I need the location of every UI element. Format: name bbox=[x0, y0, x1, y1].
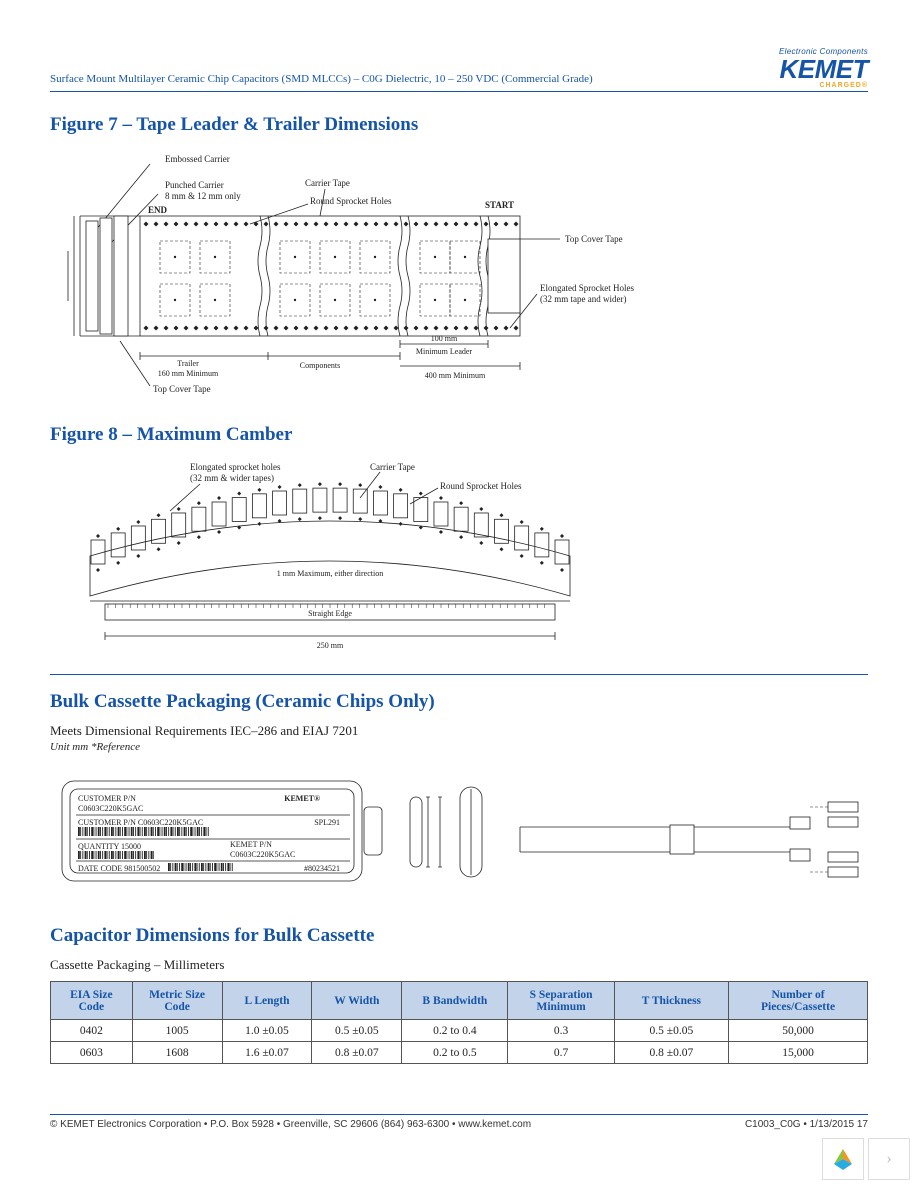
brand-logo: Electronic Components KEMET CHARGED® bbox=[779, 48, 868, 89]
table-cell: 1.6 ±0.07 bbox=[222, 1042, 312, 1064]
bulk-title: Bulk Cassette Packaging (Ceramic Chips O… bbox=[50, 691, 868, 713]
cassette-date: DATE CODE 981500502 bbox=[78, 864, 160, 873]
fig7-start-label: START bbox=[485, 200, 514, 210]
cassette-kemet-pn: C0603C220K5GAC bbox=[230, 850, 295, 859]
logo-text: KEMET bbox=[779, 56, 868, 82]
th-length: L Length bbox=[222, 982, 312, 1020]
fig8-carrier: Carrier Tape bbox=[370, 462, 415, 472]
section-divider bbox=[50, 674, 868, 675]
cassette-diagram: CUSTOMER P/N C0603C220K5GAC KEMET® CUSTO… bbox=[50, 767, 868, 907]
fig8-straight: Straight Edge bbox=[308, 609, 352, 618]
th-eia: EIA Size Code bbox=[51, 982, 133, 1020]
th-thickness: T Thickness bbox=[614, 982, 728, 1020]
figure8-diagram: Elongated sprocket holes (32 mm & wider … bbox=[50, 456, 868, 656]
th-metric: Metric Size Code bbox=[132, 982, 222, 1020]
footer-right: C1003_C0G • 1/13/2015 17 bbox=[745, 1119, 868, 1130]
cassette-spl: SPL291 bbox=[314, 818, 340, 827]
fig7-elong2-label: (32 mm tape and wider) bbox=[540, 294, 626, 304]
table-cell: 0.8 ±0.07 bbox=[614, 1042, 728, 1064]
bulk-subtitle: Meets Dimensional Requirements IEC–286 a… bbox=[50, 723, 868, 739]
table-cell: 0.5 ±0.05 bbox=[614, 1020, 728, 1042]
page-footer: © KEMET Electronics Corporation • P.O. B… bbox=[50, 1114, 868, 1130]
fig7-topcover-label: Top Cover Tape bbox=[565, 234, 623, 244]
table-row: 040210051.0 ±0.050.5 ±0.050.2 to 0.40.30… bbox=[51, 1020, 868, 1042]
table-cell: 0.8 ±0.07 bbox=[312, 1042, 402, 1064]
doc-title: Surface Mount Multilayer Ceramic Chip Ca… bbox=[50, 73, 593, 89]
fig7-100: 100 mm bbox=[431, 334, 458, 343]
cassette-brand: KEMET® bbox=[284, 794, 320, 803]
fig7-components: Components bbox=[300, 361, 340, 370]
dims-title: Capacitor Dimensions for Bulk Cassette bbox=[50, 925, 868, 947]
fig7-topcover2: Top Cover Tape bbox=[153, 384, 211, 394]
carousel-widget: › bbox=[822, 1138, 910, 1180]
dims-subtitle: Cassette Packaging – Millimeters bbox=[50, 957, 868, 973]
fig7-carrier-label: Carrier Tape bbox=[305, 178, 350, 188]
table-cell: 0.5 ±0.05 bbox=[312, 1020, 402, 1042]
fig7-punched2-label: 8 mm & 12 mm only bbox=[165, 191, 241, 201]
table-cell: 0.7 bbox=[508, 1042, 614, 1064]
fig7-minleader: Minimum Leader bbox=[416, 347, 473, 356]
th-pieces: Number of Pieces/Cassette bbox=[729, 982, 868, 1020]
figure7-diagram: Embossed Carrier Punched Carrier 8 mm & … bbox=[50, 146, 868, 406]
table-cell: 1005 bbox=[132, 1020, 222, 1042]
table-cell: 0402 bbox=[51, 1020, 133, 1042]
table-cell: 15,000 bbox=[729, 1042, 868, 1064]
page-header: Surface Mount Multilayer Ceramic Chip Ca… bbox=[50, 48, 868, 92]
figure7-title: Figure 7 – Tape Leader & Trailer Dimensi… bbox=[50, 114, 868, 136]
fig7-trailer2: 160 mm Minimum bbox=[158, 369, 219, 378]
widget-next-button[interactable]: › bbox=[868, 1138, 910, 1180]
fig8-camber: 1 mm Maximum, either direction bbox=[277, 569, 383, 578]
fig7-400: 400 mm Minimum bbox=[425, 371, 486, 380]
th-width: W Width bbox=[312, 982, 402, 1020]
fig7-elong1-label: Elongated Sprocket Holes bbox=[540, 283, 634, 293]
cassette-customer-pn-label: CUSTOMER P/N bbox=[78, 794, 136, 803]
table-cell: 0.2 to 0.5 bbox=[402, 1042, 508, 1064]
fig7-round-label: Round Sprocket Holes bbox=[310, 196, 392, 206]
th-bandwidth: B Bandwidth bbox=[402, 982, 508, 1020]
table-cell: 0603 bbox=[51, 1042, 133, 1064]
widget-logo-icon[interactable] bbox=[822, 1138, 864, 1180]
table-cell: 1608 bbox=[132, 1042, 222, 1064]
fig8-len: 250 mm bbox=[317, 641, 344, 650]
fig8-round: Round Sprocket Holes bbox=[440, 481, 522, 491]
table-cell: 1.0 ±0.05 bbox=[222, 1020, 312, 1042]
cassette-customer-pn2: CUSTOMER P/N C0603C220K5GAC bbox=[78, 818, 203, 827]
fig7-embossed-label: Embossed Carrier bbox=[165, 154, 230, 164]
dimensions-table: EIA Size Code Metric Size Code L Length … bbox=[50, 981, 868, 1064]
footer-left: © KEMET Electronics Corporation • P.O. B… bbox=[50, 1119, 531, 1130]
table-row: 060316081.6 ±0.070.8 ±0.070.2 to 0.50.70… bbox=[51, 1042, 868, 1064]
fig7-trailer1: Trailer bbox=[177, 359, 199, 368]
cassette-kemet-pn-label: KEMET P/N bbox=[230, 840, 272, 849]
fig8-elong1: Elongated sprocket holes bbox=[190, 462, 281, 472]
th-separation: S Separation Minimum bbox=[508, 982, 614, 1020]
cassette-customer-pn: C0603C220K5GAC bbox=[78, 804, 143, 813]
cassette-qty: QUANTITY 15000 bbox=[78, 842, 141, 851]
cassette-code: #80234521 bbox=[304, 864, 340, 873]
figure8-title: Figure 8 – Maximum Camber bbox=[50, 424, 868, 446]
chevron-right-icon: › bbox=[886, 1150, 891, 1168]
table-cell: 0.2 to 0.4 bbox=[402, 1020, 508, 1042]
table-cell: 50,000 bbox=[729, 1020, 868, 1042]
table-cell: 0.3 bbox=[508, 1020, 614, 1042]
bulk-unit: Unit mm *Reference bbox=[50, 741, 868, 753]
fig7-punched1-label: Punched Carrier bbox=[165, 180, 224, 190]
fig8-elong2: (32 mm & wider tapes) bbox=[190, 473, 274, 483]
fig7-end-label: END bbox=[148, 205, 168, 215]
